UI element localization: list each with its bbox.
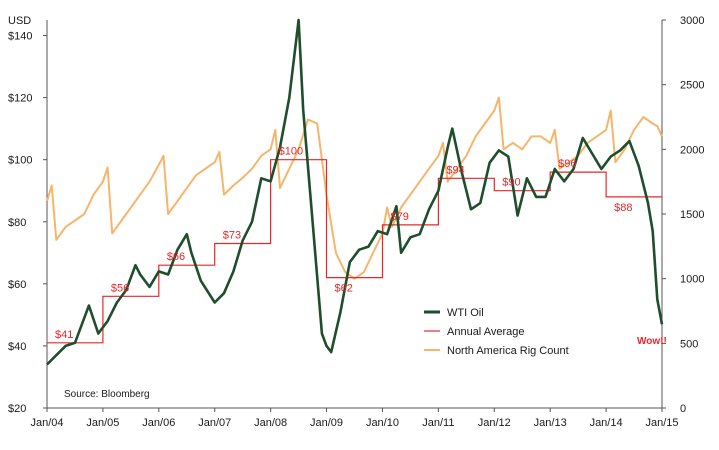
rig-count-line bbox=[46, 96, 663, 280]
legend-label-rig-count: North America Rig Count bbox=[447, 345, 569, 357]
wti-oil-line bbox=[46, 18, 664, 366]
annual-average-label: $41 bbox=[55, 329, 73, 341]
annual-average-label: $66 bbox=[167, 251, 185, 263]
right-tick-label: 1000 bbox=[680, 274, 704, 286]
right-tick-label: 3000 bbox=[680, 15, 704, 27]
annual-average-label: $88 bbox=[614, 202, 632, 214]
wow-annotation: Wow!! bbox=[637, 336, 667, 347]
annual-average-label: $73 bbox=[223, 229, 241, 241]
left-axis-unit-label: USD bbox=[8, 15, 31, 27]
x-tick-label: Jan/10 bbox=[366, 417, 399, 429]
right-tick-label: 500 bbox=[680, 338, 698, 350]
annual-average-label: $62 bbox=[335, 283, 353, 295]
right-tick-label: 2000 bbox=[680, 144, 704, 156]
x-tick-label: Jan/08 bbox=[254, 417, 287, 429]
x-tick-label: Jan/05 bbox=[86, 417, 119, 429]
left-tick-label: $40 bbox=[8, 341, 26, 353]
right-tick-label: 1500 bbox=[680, 209, 704, 221]
x-tick-label: Jan/15 bbox=[645, 417, 678, 429]
left-tick-label: $100 bbox=[8, 155, 32, 167]
left-tick-label: $140 bbox=[8, 31, 32, 43]
annual-average-label: $79 bbox=[390, 211, 408, 223]
left-tick-label: $80 bbox=[8, 217, 26, 229]
x-tick-label: Jan/13 bbox=[534, 417, 567, 429]
left-tick-label: $20 bbox=[8, 403, 26, 415]
annual-average-label: $96 bbox=[558, 158, 576, 170]
right-tick-label: 2500 bbox=[680, 80, 704, 92]
legend: WTI Oil Annual Average North America Rig… bbox=[424, 307, 569, 357]
annual-average-series bbox=[47, 159, 662, 344]
x-tick-label: Jan/07 bbox=[198, 417, 231, 429]
x-tick-label: Jan/12 bbox=[478, 417, 511, 429]
right-tick-label: 0 bbox=[680, 403, 686, 415]
annual-average-line bbox=[47, 159, 662, 344]
left-axis-ticks: $20 $40 $60 $80 $100 $120 $140 bbox=[8, 31, 47, 415]
left-tick-label: $120 bbox=[8, 93, 32, 105]
annual-average-labels: $41 $56 $66 $73 $100 $62 $79 $94 $90 $96 $88 bbox=[55, 146, 632, 341]
annual-average-label: $56 bbox=[111, 282, 129, 294]
left-tick-label: $60 bbox=[8, 279, 26, 291]
annual-average-label: $94 bbox=[446, 164, 464, 176]
x-tick-label: Jan/09 bbox=[310, 417, 343, 429]
rig-count-series bbox=[46, 96, 663, 280]
annual-average-label: $100 bbox=[279, 146, 303, 158]
annual-average-label: $90 bbox=[502, 177, 520, 189]
legend-label-annual-average: Annual Average bbox=[447, 326, 524, 338]
x-tick-label: Jan/14 bbox=[590, 417, 623, 429]
x-tick-label: Jan/04 bbox=[30, 417, 63, 429]
legend-label-wti: WTI Oil bbox=[447, 307, 484, 319]
source-note: Source: Bloomberg bbox=[64, 389, 150, 400]
x-axis-ticks: Jan/04 Jan/05 Jan/06 Jan/07 Jan/08 Jan/09 Jan/… bbox=[30, 408, 679, 429]
x-tick-label: Jan/11 bbox=[422, 417, 454, 429]
right-axis-ticks: 0 500 1000 1500 2000 2500 3000 bbox=[662, 15, 704, 415]
x-tick-label: Jan/06 bbox=[142, 417, 175, 429]
wti-oil-series bbox=[46, 18, 664, 366]
